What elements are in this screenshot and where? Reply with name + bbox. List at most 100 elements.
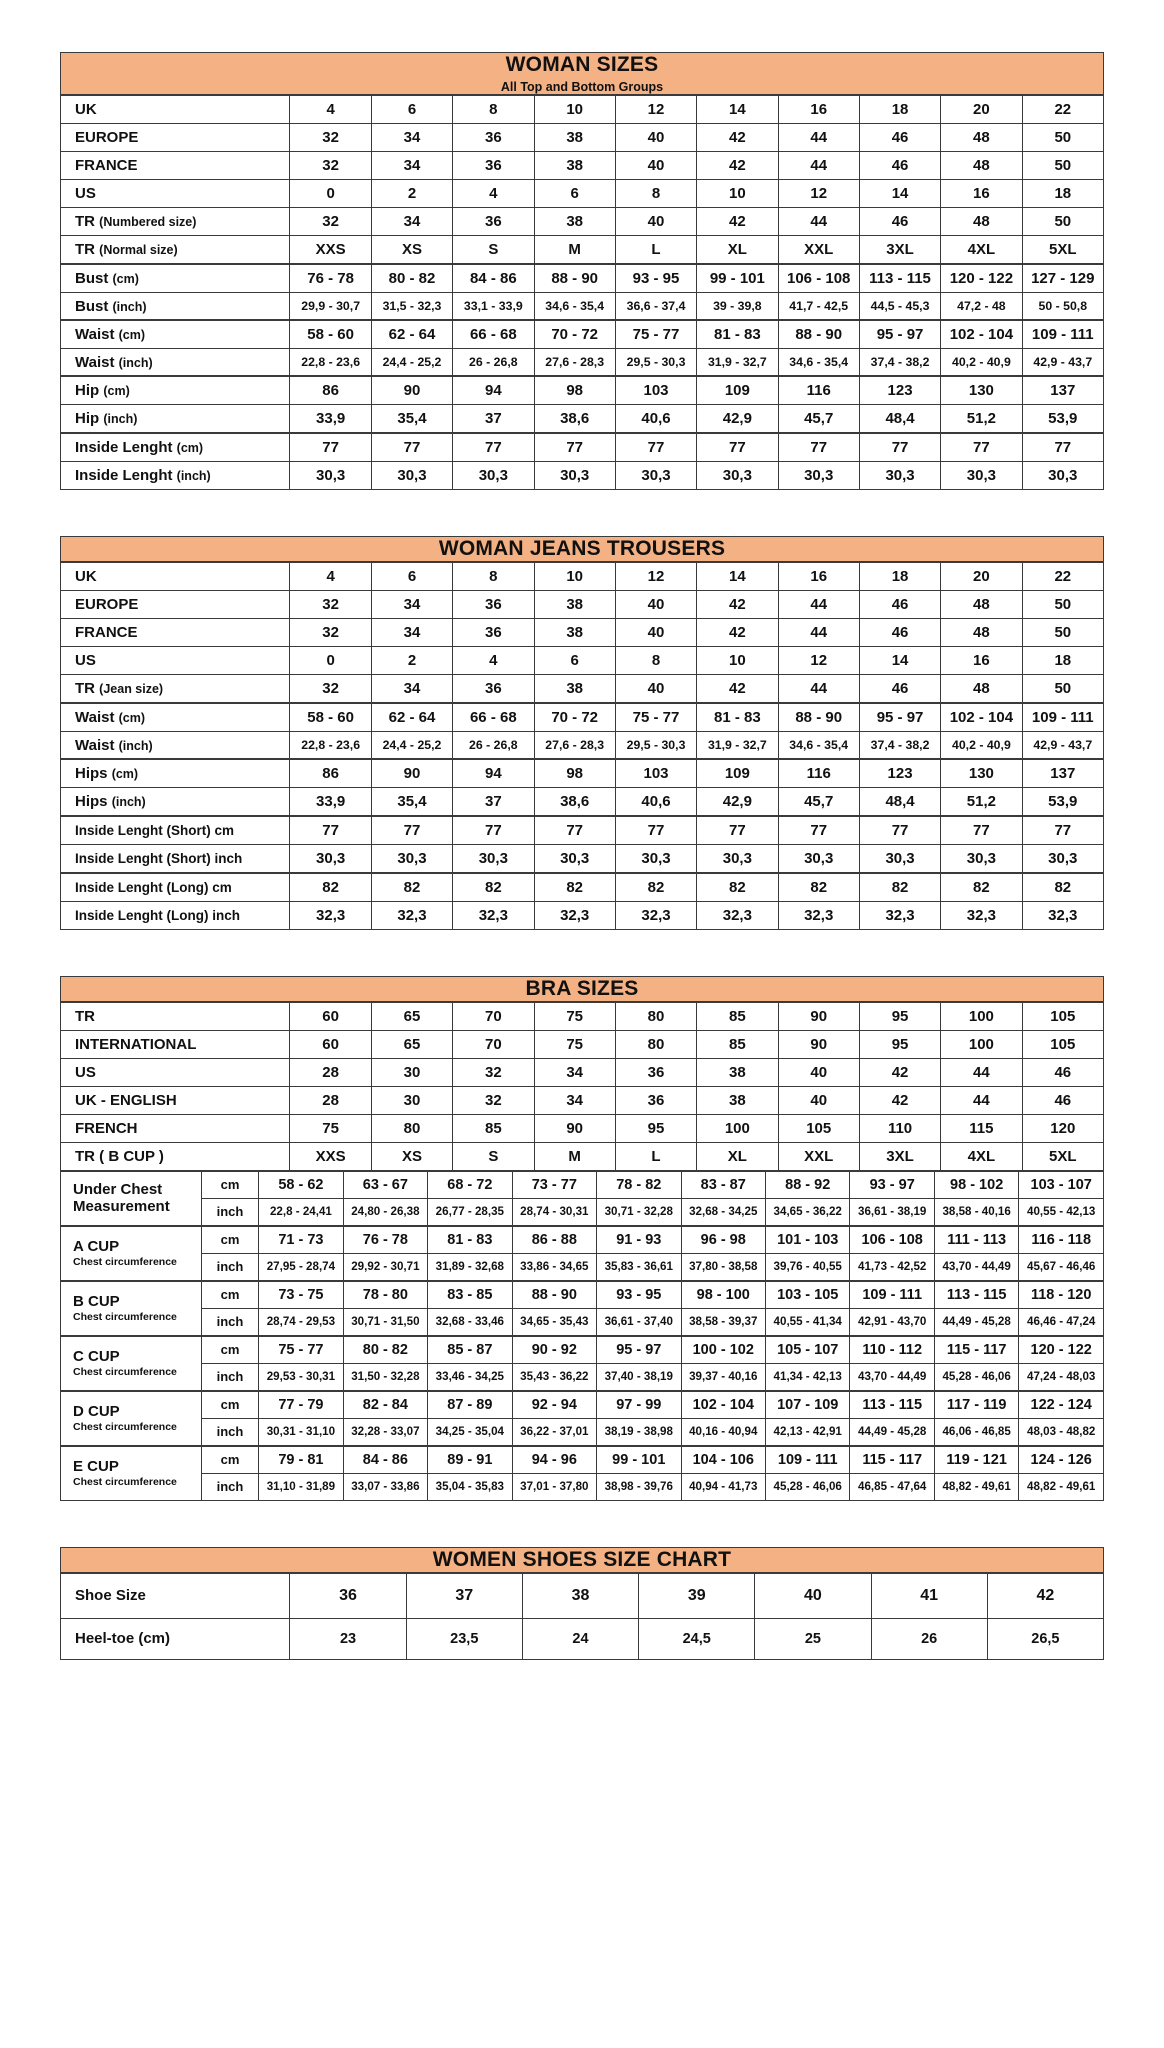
data-cell: 115 [940, 1114, 1023, 1144]
row-label-text: FRANCE [75, 157, 138, 175]
data-cell: 95 - 97 [596, 1334, 682, 1364]
data-cell: 124 - 126 [1018, 1444, 1104, 1474]
data-cell: 70 [452, 1030, 535, 1060]
data-cell: 82 [1021, 872, 1105, 903]
row-label: Bust (cm) [59, 263, 291, 294]
data-cell: 60 [289, 1030, 372, 1060]
data-cell: 3XL [858, 235, 942, 265]
data-cell: 92 - 94 [511, 1389, 598, 1419]
data-cell: 30,3 [370, 461, 454, 491]
row-label-text: Inside Lenght (Short) inch [75, 851, 243, 867]
row-label-unit: (inch) [112, 299, 147, 314]
data-cell: 40,55 - 41,34 [764, 1307, 851, 1337]
data-cell: 30,3 [533, 844, 616, 874]
row-label: Inside Lenght (inch) [59, 461, 291, 491]
row-label: Hip (inch) [59, 404, 291, 434]
row-label-text: TR [75, 213, 100, 231]
table-row: Waist (cm) 58 - 60 62 - 64 66 - 68 70 - 72 75… [59, 702, 1105, 733]
data-cell: 66 - 68 [452, 702, 535, 733]
data-cell: 58 - 60 [289, 319, 372, 350]
table-subtitle: All Top and Bottom Groups [500, 80, 664, 95]
data-cell: 12 [777, 646, 860, 676]
data-cell: 65 [370, 1001, 454, 1032]
data-cell: 82 [940, 872, 1023, 903]
size-chart-page: WOMAN SIZES All Top and Bottom Groups UK 4 6… [59, 52, 1105, 1660]
table-row: Inside Lenght (cm) 77 77 77 77 77 77 77 77 77 77 [59, 432, 1105, 463]
table-row: Inside Lenght (Long) cm 82 82 82 82 82 82 82 82 8… [59, 872, 1105, 903]
data-cell: 95 [858, 1030, 942, 1060]
data-cell: 6 [533, 179, 616, 209]
data-cell: 10 [696, 179, 779, 209]
table-row: UK - ENGLISH 28 30 32 34 36 38 40 42 44 46 [59, 1086, 1105, 1116]
data-cell: 95 [858, 1001, 942, 1032]
row-label: TR [59, 1001, 291, 1032]
cup-sublabel: Chest circumference [73, 1366, 177, 1379]
data-cell: 79 - 81 [258, 1444, 344, 1474]
data-cell: 31,9 - 32,7 [696, 348, 779, 377]
data-cell: 87 - 89 [427, 1389, 513, 1419]
table-title: WOMAN SIZES [505, 53, 659, 76]
row-label-unit: (cm) [103, 384, 130, 399]
data-cell: 75 [533, 1030, 616, 1060]
data-cell: 6 [533, 646, 616, 676]
cup-name: E CUP [73, 1457, 119, 1475]
table-woman-sizes: WOMAN SIZES All Top and Bottom Groups UK 4 6… [59, 52, 1105, 491]
data-cell: 40,16 - 40,94 [680, 1417, 766, 1447]
data-cell: 32 [289, 674, 372, 704]
data-cell: 34,65 - 36,22 [764, 1197, 851, 1227]
row-label: UK [59, 94, 291, 125]
data-cell: 82 [370, 872, 454, 903]
cup-row-cm: A CUP Chest circumference cm 71 - 73 76 - 78… [60, 1224, 1104, 1282]
table-row: Inside Lenght (Long) inch 32,3 32,3 32,3 32,… [59, 901, 1105, 931]
data-cell: 38 [533, 123, 616, 153]
unit-cell: inch [200, 1472, 260, 1501]
table-woman-jeans-trousers: WOMAN JEANS TROUSERS UK 4 6 8 10 12 14 16 18 20 22 E… [59, 536, 1105, 931]
data-cell: 37,80 - 38,58 [680, 1252, 766, 1282]
cup-row-inch: inch 30,31 - 31,10 32,28 - 33,07 34,25 - 35… [61, 1417, 1104, 1447]
data-cell: 36,6 - 37,4 [614, 292, 698, 321]
row-label-text: FRENCH [75, 1120, 138, 1138]
data-cell: 34,6 - 35,4 [777, 348, 860, 377]
row-label-text: US [75, 1064, 96, 1082]
data-cell: 22,8 - 23,6 [289, 731, 372, 760]
data-cell: 41,7 - 42,5 [777, 292, 860, 321]
data-cell: 46 [858, 590, 942, 620]
data-cell: 98 - 100 [680, 1279, 766, 1309]
data-cell: 40 [754, 1571, 872, 1619]
data-cell: 102 - 104 [940, 319, 1023, 350]
data-cell: 32 [289, 618, 372, 648]
unit-cell: inch [200, 1197, 260, 1227]
data-cell: 82 [533, 872, 616, 903]
data-cell: 32,3 [289, 901, 372, 931]
row-label: EUROPE [59, 123, 291, 153]
data-cell: 24,80 - 26,38 [342, 1197, 429, 1227]
data-cell: 42 [858, 1058, 942, 1088]
data-cell: 77 [614, 432, 698, 463]
data-cell: 38 [533, 151, 616, 181]
row-label: EUROPE [59, 590, 291, 620]
data-cell: 23 [289, 1617, 407, 1660]
data-cell: 39,37 - 40,16 [680, 1362, 766, 1392]
data-cell: 30,3 [614, 844, 698, 874]
unit-cell: cm [200, 1224, 260, 1254]
data-cell: 34 [370, 618, 454, 648]
data-cell: 32 [289, 207, 372, 237]
data-cell: 86 [289, 758, 372, 789]
data-cell: 107 - 109 [764, 1389, 851, 1419]
cup-name: D CUP [73, 1402, 120, 1420]
data-cell: 32,3 [940, 901, 1023, 931]
table-row: Waist (inch) 22,8 - 23,6 24,4 - 25,2 26 - 2… [59, 348, 1105, 377]
cup-label: E CUP Chest circumference [60, 1444, 202, 1501]
data-cell: 40 [777, 1058, 860, 1088]
data-cell: 4 [289, 561, 372, 592]
data-cell: 58 - 62 [258, 1169, 344, 1199]
table-row: Waist (cm) 58 - 60 62 - 64 66 - 68 70 - 72 75… [59, 319, 1105, 350]
cup-label: B CUP Chest circumference [60, 1279, 202, 1337]
data-cell: 130 [940, 375, 1023, 406]
data-cell: 38,98 - 39,76 [596, 1472, 682, 1501]
data-cell: 36 [614, 1086, 698, 1116]
data-cell: 83 - 85 [427, 1279, 513, 1309]
data-cell: 94 [452, 375, 535, 406]
data-cell: 68 - 72 [427, 1169, 513, 1199]
data-cell: 6 [370, 94, 454, 125]
